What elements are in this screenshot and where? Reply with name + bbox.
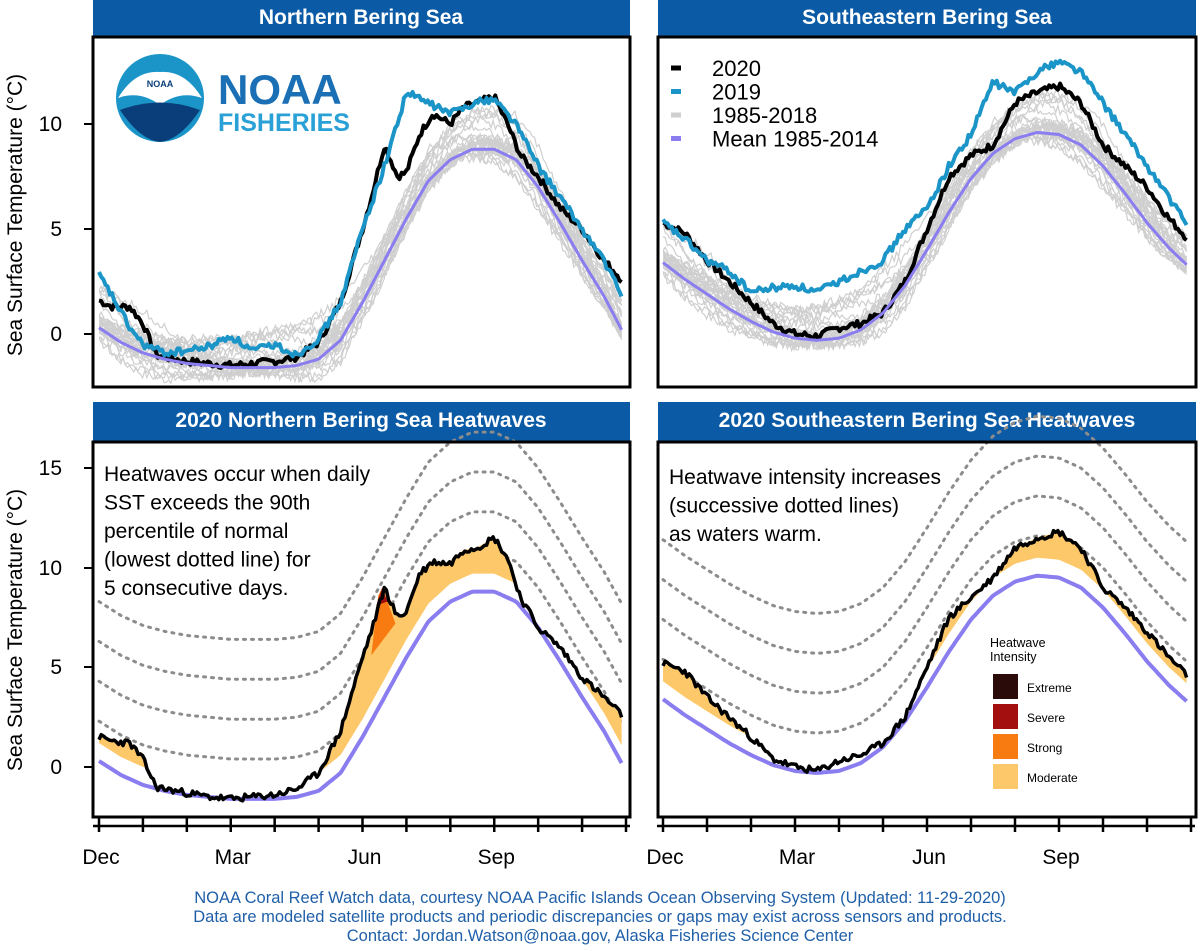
plot-frame-ne (656, 35, 1198, 389)
panel-title-se: 2020 Southeastern Bering Sea Heatwaves (719, 409, 1136, 432)
series-1985-2018-line (99, 147, 623, 383)
noaa-logo-text: NOAA (218, 66, 342, 113)
threshold-line-1 (661, 534, 1189, 735)
plot-northern (97, 90, 624, 384)
noaa-logo-bird-icon (118, 71, 202, 105)
legend-label-0: 2020 (712, 56, 761, 81)
annotation-line-1: SST exceeds the 90th (104, 492, 310, 515)
heatwave-legend-label-1: Severe (1027, 711, 1065, 725)
x-tick-label-sep: Sep (1042, 846, 1079, 869)
series-2020 (661, 528, 1189, 774)
legend-label-3: Mean 1985-2014 (712, 127, 878, 152)
noaa-logo-subtext: FISHERIES (218, 109, 350, 137)
threshold-line-2 (661, 494, 1189, 695)
heatwave-legend-label-3: Moderate (1027, 771, 1078, 785)
footer: NOAA Coral Reef Watch data, courtesy NOA… (0, 889, 1200, 946)
legend-label-2: 1985-2018 (712, 103, 817, 128)
x-tick-label-dec: Dec (82, 846, 119, 869)
x-axis-left: Dec Mar Jun Sep (82, 817, 630, 869)
footer-line-2: Data are modeled satellite products and … (193, 908, 1007, 926)
x-tick-label-mar: Mar (779, 846, 815, 869)
plot-southeastern-heatwaves (661, 414, 1189, 775)
annotation-north: Heatwaves occur when daily SST exceeds th… (104, 463, 371, 600)
y-tick-label-15: 15 (39, 457, 62, 480)
heatwave-moderate-area (99, 737, 147, 769)
y-axis-label-top: Sea Surface Temperature (°C) (4, 74, 27, 356)
series-1985-2018-line (663, 129, 1188, 352)
series-mean-1985-2014 (661, 573, 1188, 775)
series-1985-2018-line (663, 130, 1188, 350)
series-1985-2018-line (99, 145, 623, 381)
plot-northern-heatwaves (97, 430, 624, 803)
series-1985-2018-line (663, 122, 1188, 343)
annotation-line-4: 5 consecutive days. (104, 577, 288, 600)
threshold-line-3 (661, 454, 1189, 655)
panel-title-bar-sw (93, 402, 630, 442)
series-2020 (97, 535, 624, 803)
plot-frame-nw (91, 35, 632, 389)
threshold-line-4 (97, 430, 624, 641)
noaa-logo-badge-text: NOAA (147, 79, 174, 89)
heatwave-legend-title-0: Heatwave (990, 636, 1046, 650)
panel-title-bar-se (658, 402, 1196, 442)
threshold-line-4 (661, 414, 1189, 615)
legend-label-1: 2019 (712, 80, 761, 105)
heatwave-legend-swatch-3 (993, 764, 1018, 789)
annotation-line-2: as waters warm. (669, 523, 822, 546)
panel-title-ne: Southeastern Bering Sea (802, 6, 1052, 29)
x-axis-right: Dec Mar Jun Sep (646, 817, 1195, 869)
heatwave-legend-label-0: Extreme (1027, 681, 1072, 695)
y-axis-ticks-top: 10 5 0 (39, 113, 93, 346)
y-tick-label-0: 0 (50, 756, 62, 779)
series-mean-1985-2014 (98, 147, 623, 370)
noaa-logo: NOAA NOAA FISHERIES (116, 54, 350, 142)
x-tick-label-jun: Jun (348, 846, 382, 869)
panel-title-bar-nw (93, 0, 630, 37)
heatwave-legend-swatch-0 (993, 674, 1018, 699)
y-tick-label-10: 10 (39, 557, 62, 580)
panel-title-bar-ne (658, 0, 1196, 37)
panel-title-nw: Northern Bering Sea (259, 6, 464, 29)
heatwave-moderate-area (318, 538, 515, 773)
annotation-line-2: percentile of normal (104, 520, 288, 543)
threshold-line-2 (97, 510, 624, 721)
heatwave-legend-swatch-1 (993, 704, 1018, 729)
footer-line-3: Contact: Jordan.Watson@noaa.gov, Alaska … (346, 927, 854, 945)
series-1985-2018-line (99, 135, 623, 368)
x-tick-label-mar: Mar (215, 846, 251, 869)
y-tick-label-10: 10 (39, 113, 62, 136)
y-tick-label-5: 5 (50, 656, 62, 679)
series-mean-1985-2014 (662, 131, 1188, 342)
series-2019 (661, 58, 1189, 294)
y-tick-label-5: 5 (50, 218, 62, 241)
x-tick-label-dec: Dec (646, 846, 683, 869)
footer-line-1: NOAA Coral Reef Watch data, courtesy NOA… (194, 889, 1006, 907)
annotation-line-0: Heatwave intensity increases (669, 466, 941, 489)
heatwave-legend-swatch-2 (993, 734, 1018, 759)
y-axis-ticks-bottom: 15 10 5 0 (39, 457, 93, 779)
annotation-line-3: (lowest dotted line) for (104, 549, 311, 572)
plot-southeastern (661, 58, 1189, 353)
y-tick-label-0: 0 (50, 323, 62, 346)
x-tick-label-sep: Sep (478, 846, 515, 869)
heatwave-legend-label-2: Strong (1027, 741, 1062, 755)
noaa-logo-water-icon (120, 102, 200, 142)
series-2019 (97, 90, 624, 359)
annotation-south: Heatwave intensity increases (successive … (669, 466, 941, 546)
x-tick-label-jun: Jun (912, 846, 946, 869)
series-2020 (662, 81, 1188, 341)
y-axis-label-bottom: Sea Surface Temperature (°C) (4, 489, 27, 771)
threshold-line-1 (97, 550, 624, 761)
annotation-line-0: Heatwaves occur when daily (104, 463, 371, 486)
heatwave-legend-title-1: Intensity (990, 650, 1037, 664)
annotation-line-1: (successive dotted lines) (669, 495, 899, 518)
threshold-line-3 (97, 470, 624, 681)
panel-title-sw: 2020 Northern Bering Sea Heatwaves (175, 409, 546, 432)
heatwave-fill (663, 532, 1187, 737)
